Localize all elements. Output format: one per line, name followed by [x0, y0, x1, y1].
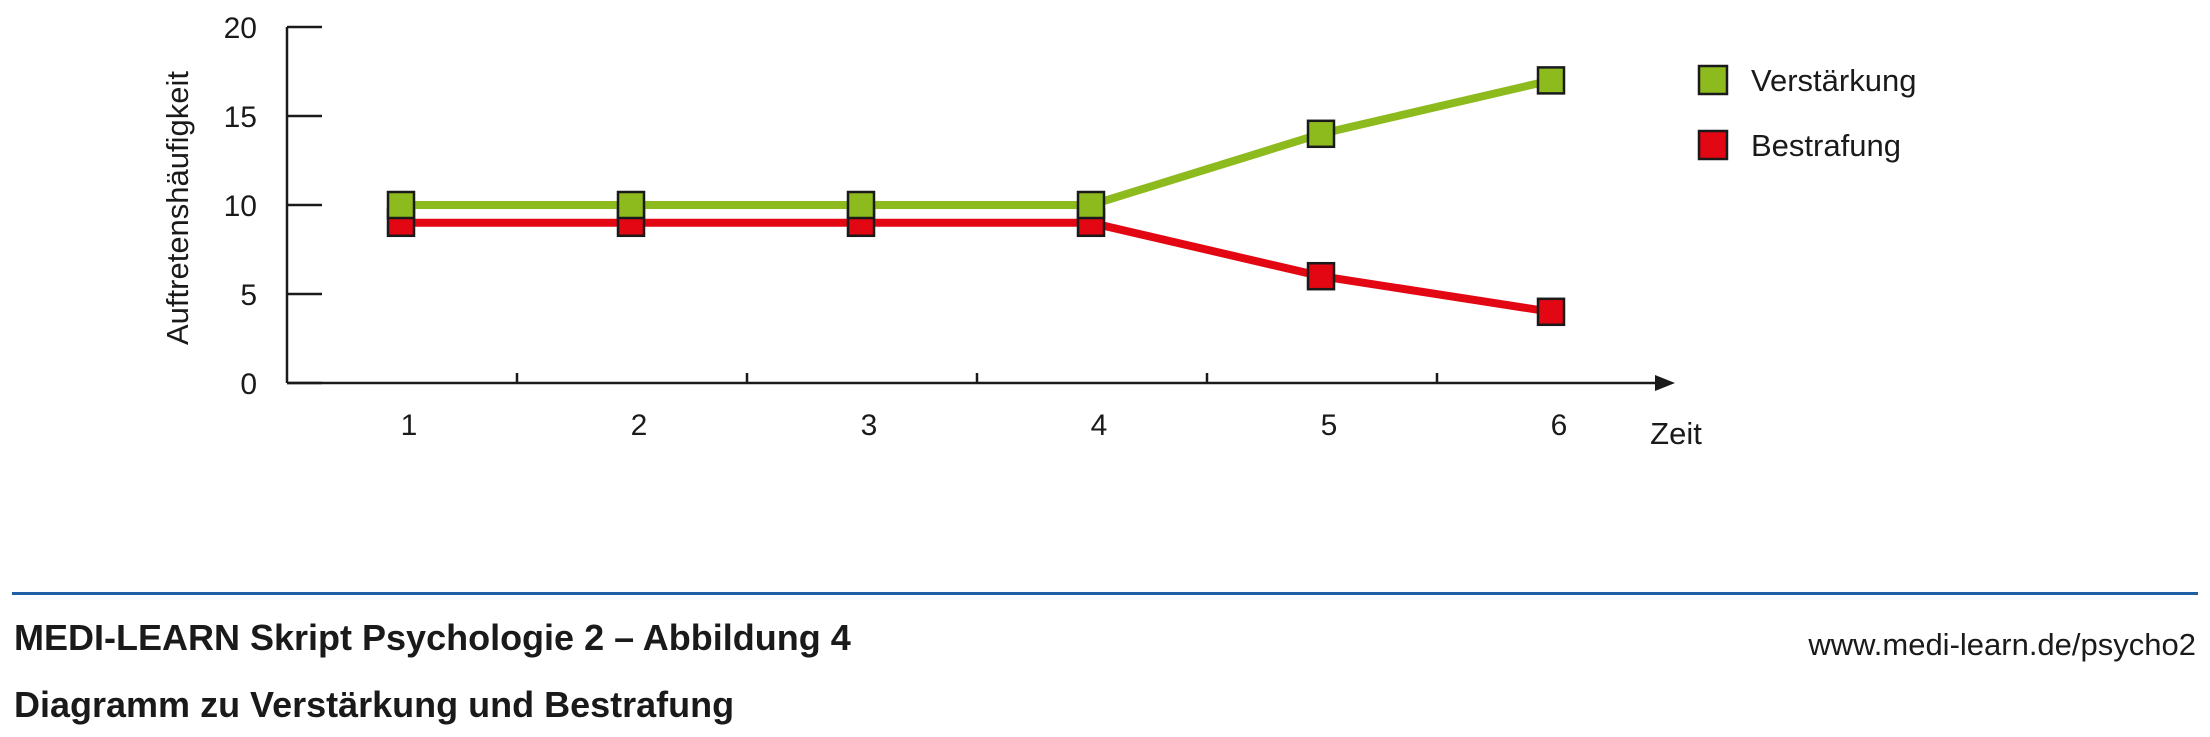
series-markers [386, 66, 1566, 327]
series-line [401, 76, 1552, 209]
series-lines [401, 76, 1552, 316]
chart-legend: Verstärkung Bestrafung [1697, 63, 1916, 163]
x-tick-label: 2 [631, 409, 648, 442]
line-chart: 0 5 10 15 20 1 2 3 4 5 6 Auftretenshäufigkeit Zei… [160, 12, 1916, 451]
x-axis-ticks: 1 2 3 4 5 6 [401, 373, 1568, 442]
x-tick-label: 1 [401, 409, 418, 442]
y-axis-ticks: 0 5 10 15 20 [224, 12, 322, 401]
data-point-marker [1306, 119, 1336, 149]
x-axis-arrow [1655, 375, 1675, 391]
data-point-marker [1076, 190, 1106, 220]
data-point-marker [846, 190, 876, 220]
y-tick-label: 20 [224, 12, 257, 45]
x-tick-label: 3 [861, 409, 878, 442]
legend-label: Bestrafung [1751, 128, 1901, 163]
y-tick-label: 0 [240, 368, 257, 401]
legend-swatch [1697, 64, 1729, 96]
figure-caption-subtitle: Diagramm zu Verstärkung und Bestrafung [14, 684, 735, 725]
figure-caption-title: MEDI-LEARN Skript Psychologie 2 – Abbild… [14, 617, 851, 658]
x-tick-label: 5 [1321, 409, 1338, 442]
data-point-marker [616, 190, 646, 220]
x-tick-label: 6 [1551, 409, 1568, 442]
data-point-marker [386, 190, 416, 220]
data-point-marker [1536, 297, 1566, 327]
source-url: www.medi-learn.de/psycho2 [1808, 627, 2196, 662]
y-tick-label: 15 [224, 101, 257, 134]
data-point-marker [1536, 66, 1566, 95]
data-point-marker [1306, 261, 1336, 291]
series-line [401, 218, 1552, 316]
y-axis-title: Auftretenshäufigkeit [160, 71, 195, 345]
legend-swatch [1697, 129, 1729, 161]
x-axis-title: Zeit [1650, 416, 1702, 451]
y-tick-label: 10 [224, 190, 257, 223]
y-tick-label: 5 [240, 279, 257, 312]
legend-label: Verstärkung [1751, 63, 1916, 98]
x-tick-label: 4 [1091, 409, 1108, 442]
footer-rule [12, 592, 2198, 595]
